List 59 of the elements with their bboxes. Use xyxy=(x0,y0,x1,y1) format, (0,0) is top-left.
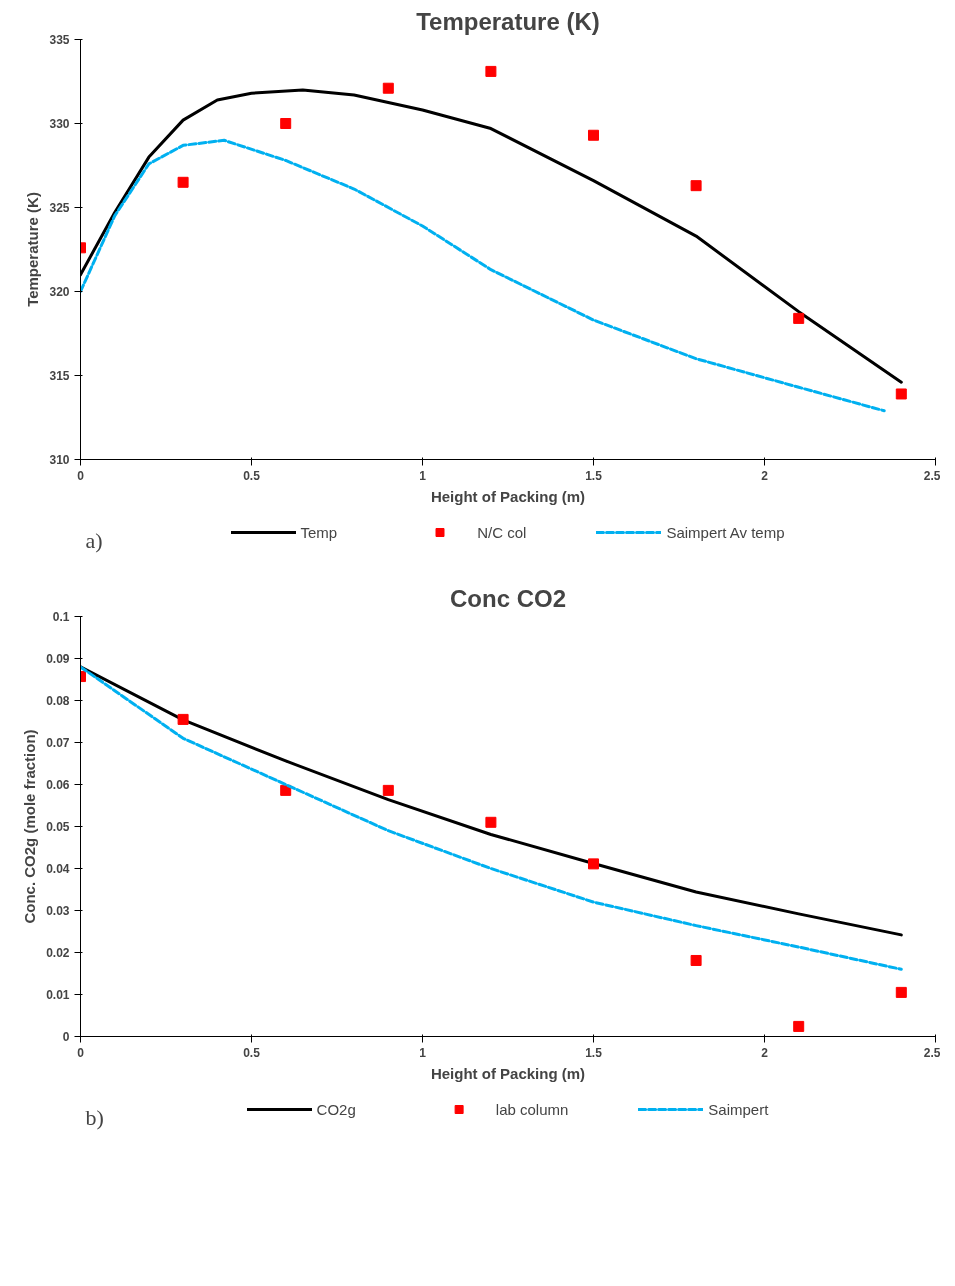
point xyxy=(485,816,497,828)
y-tick-label: 315 xyxy=(49,369,70,383)
legend-label: lab column xyxy=(495,1100,569,1118)
y-tick-label: 325 xyxy=(49,201,70,215)
y-tick-label: 320 xyxy=(49,285,70,299)
y-tick-label: 0.04 xyxy=(46,862,70,876)
point xyxy=(588,129,599,141)
legend-label: N/C col xyxy=(477,523,527,541)
point xyxy=(382,784,394,796)
text: b) xyxy=(85,1104,104,1130)
legend-label: Temp xyxy=(300,523,338,541)
point xyxy=(177,176,189,188)
x-tick-label: 0 xyxy=(77,468,85,483)
point xyxy=(588,858,599,870)
x-axis-title: Height of Packing (m) xyxy=(430,1064,586,1082)
legend-label: Saimpert Av temp xyxy=(666,523,785,541)
y-tick-label: 335 xyxy=(49,33,70,47)
y-tick-label: 330 xyxy=(49,117,70,131)
x-tick-label: 2.5 xyxy=(923,468,941,483)
x-tick-label: 2 xyxy=(761,1045,769,1060)
y-tick-label: 310 xyxy=(49,453,70,467)
point xyxy=(793,1020,805,1032)
legend-label: Saimpert xyxy=(708,1100,769,1118)
x-tick-label: 1.5 xyxy=(585,468,603,483)
y-tick-label: 0.05 xyxy=(46,820,70,834)
line-series xyxy=(80,138,886,413)
y-tick-label: 0.02 xyxy=(46,946,70,960)
y-axis-title: Temperature (K) xyxy=(24,192,42,307)
y-tick-label: 0 xyxy=(62,1030,70,1044)
y-tick-label: 0.06 xyxy=(46,778,70,792)
chart-title: Temperature (K) xyxy=(416,7,600,35)
chart-title: Conc CO2 xyxy=(449,584,567,612)
y-tick-label: 0.03 xyxy=(46,904,70,918)
point xyxy=(690,954,702,966)
y-tick-label: 0.09 xyxy=(46,652,70,666)
x-tick-label: 1 xyxy=(419,468,427,483)
y-tick-label: 0.07 xyxy=(46,736,70,750)
x-tick-label: 2 xyxy=(761,468,769,483)
x-axis-title: Height of Packing (m) xyxy=(430,487,586,505)
point xyxy=(485,65,497,77)
y-tick-label: 0.01 xyxy=(46,988,70,1002)
x-tick-label: 1.5 xyxy=(585,1045,603,1060)
y-tick-label: 0.08 xyxy=(46,694,70,708)
legend-label: CO2g xyxy=(316,1100,356,1118)
point xyxy=(690,180,702,192)
point xyxy=(280,118,292,129)
y-tick-label: 0.1 xyxy=(52,610,70,624)
x-tick-label: 0.5 xyxy=(243,468,261,483)
y-axis-title: Conc. CO2g (mole fraction) xyxy=(21,729,39,924)
point xyxy=(793,312,805,324)
x-tick-label: 0.5 xyxy=(243,1045,261,1060)
x-tick-label: 1 xyxy=(419,1045,427,1060)
point xyxy=(895,986,907,998)
point xyxy=(177,713,189,725)
point xyxy=(895,388,907,400)
point xyxy=(382,82,394,94)
x-tick-label: 2.5 xyxy=(923,1045,941,1060)
text: a) xyxy=(85,527,103,553)
x-tick-label: 0 xyxy=(77,1045,85,1060)
